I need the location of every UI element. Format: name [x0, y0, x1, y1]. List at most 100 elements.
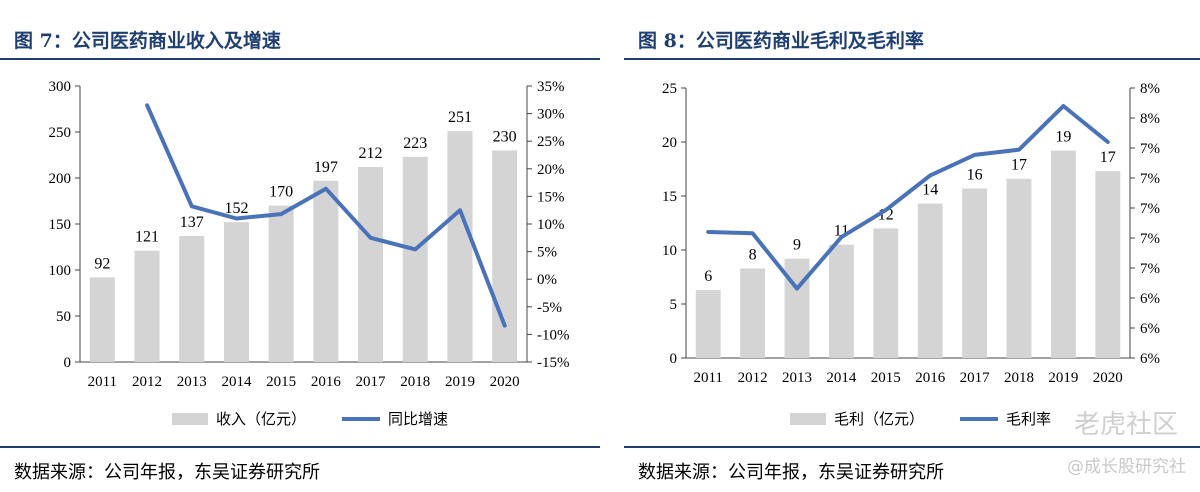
bar	[784, 258, 810, 358]
line-point	[974, 154, 976, 156]
title-rule	[624, 58, 1200, 60]
figure-title: 图 7：公司医药商业收入及增速	[14, 30, 281, 52]
x-tick-label: 2020	[490, 374, 520, 390]
left-tick-label: 0	[64, 355, 72, 371]
left-tick-label: 20	[662, 135, 677, 151]
right-tick-label: -15%	[537, 355, 570, 371]
source-rule	[0, 446, 600, 448]
left-tick-label: 200	[49, 171, 72, 187]
line-point	[191, 205, 193, 207]
right-tick-label: 30%	[537, 107, 565, 123]
legend-bar-label: 收入（亿元）	[216, 410, 307, 428]
line-point	[840, 236, 842, 238]
x-tick-label: 2013	[177, 374, 207, 390]
right-tick-label: 6%	[1140, 321, 1160, 337]
right-tick-label: 8%	[1140, 111, 1160, 127]
line-point	[1062, 105, 1064, 107]
bar-value-label: 17	[1011, 157, 1027, 174]
bar	[962, 188, 988, 358]
bar-value-label: 17	[1100, 149, 1116, 166]
right-tick-label: 7%	[1140, 231, 1160, 247]
x-tick-label: 2019	[1048, 370, 1078, 386]
right-tick-label: 6%	[1140, 291, 1160, 307]
right-tick-label: 7%	[1140, 171, 1160, 187]
bar-value-label: 152	[224, 200, 248, 217]
left-tick-label: 150	[49, 217, 72, 233]
right-tick-label: 6%	[1140, 351, 1160, 367]
bar	[740, 268, 766, 358]
line-point	[414, 248, 416, 250]
bar	[695, 289, 721, 358]
bar	[89, 277, 115, 362]
x-tick-label: 2012	[132, 374, 162, 390]
legend-bar-swatch	[790, 412, 826, 425]
title-rule	[0, 58, 600, 60]
bar-value-label: 92	[94, 255, 110, 272]
line-point	[1018, 149, 1020, 151]
bar	[1006, 178, 1032, 358]
line-point	[796, 288, 798, 290]
bar-value-label: 19	[1055, 129, 1071, 146]
watermark-logo: 老虎社区	[1073, 410, 1178, 440]
panel-revenue: 图 7：公司医药商业收入及增速 0 50 100 150 200 250 300 -15% -1…	[0, 30, 600, 483]
revenue-growth-chart: 0 50 100 150 200 250 300 -15% -10% -5% 0% 5% 10% 15% 2…	[49, 79, 570, 390]
x-tick-label: 2018	[1004, 370, 1034, 386]
line-point	[280, 213, 282, 215]
right-tick-label: 0%	[537, 272, 557, 288]
line-point	[504, 325, 506, 327]
bar	[268, 205, 294, 362]
bar-value-label: 16	[967, 166, 983, 183]
left-tick-label: 50	[56, 309, 71, 325]
right-tick-label: 20%	[537, 162, 565, 178]
line-point	[370, 237, 372, 239]
line-point	[885, 209, 887, 211]
panel-gross-profit: 图 8：公司医药商业毛利及毛利率 0 5 10 15 20 25 6% 6% 6% 7% 7% 7% 7…	[624, 0, 1200, 492]
left-tick-label: 5	[670, 297, 678, 313]
bar	[313, 180, 339, 362]
bar	[1095, 171, 1121, 358]
source-note: 数据来源：公司年报，东吴证券研究所	[14, 462, 320, 483]
right-tick-label: 15%	[537, 189, 565, 205]
line-point	[929, 174, 931, 176]
right-tick-label: 7%	[1140, 141, 1160, 157]
x-tick-label: 2017	[356, 374, 387, 390]
left-tick-label: 10	[662, 243, 677, 259]
bar	[917, 203, 943, 358]
legend-line-label: 毛利率	[1006, 410, 1052, 428]
chart-legend: 毛利（亿元） 毛利率	[790, 408, 1051, 429]
x-tick-label: 2016	[915, 370, 946, 386]
bar	[358, 166, 384, 362]
x-tick-label: 2012	[738, 370, 768, 386]
bar	[402, 156, 428, 362]
right-tick-label: 7%	[1140, 261, 1160, 277]
bar-value-label: 6	[704, 268, 712, 285]
bar	[447, 131, 473, 362]
figure-title: 图 8：公司医药商业毛利及毛利率	[638, 30, 924, 52]
right-tick-label: 10%	[537, 217, 565, 233]
bar	[223, 222, 249, 362]
right-tick-label: 7%	[1140, 201, 1160, 217]
left-tick-label: 250	[49, 125, 72, 141]
right-tick-label: -5%	[537, 300, 562, 316]
bar-value-label: 230	[493, 128, 517, 145]
legend-bar-label: 毛利（亿元）	[834, 410, 925, 428]
line-point	[235, 217, 237, 219]
x-tick-label: 2016	[311, 374, 342, 390]
bar	[492, 150, 518, 362]
x-tick-label: 2014	[826, 370, 857, 386]
left-tick-label: 100	[49, 263, 72, 279]
bar-value-label: 121	[135, 229, 159, 246]
line-point	[459, 209, 461, 211]
x-tick-label: 2018	[400, 374, 430, 390]
x-tick-label: 2017	[960, 370, 991, 386]
x-tick-label: 2011	[88, 374, 117, 390]
bar-value-label: 223	[403, 135, 427, 152]
legend-bar-swatch	[172, 412, 208, 425]
bar	[1050, 150, 1076, 358]
x-tick-label: 2020	[1093, 370, 1123, 386]
chart-legend: 收入（亿元） 同比增速	[172, 408, 448, 429]
left-tick-label: 15	[662, 189, 677, 205]
source-rule	[624, 446, 1200, 448]
bar	[873, 228, 899, 358]
left-tick-label: 300	[49, 79, 72, 95]
